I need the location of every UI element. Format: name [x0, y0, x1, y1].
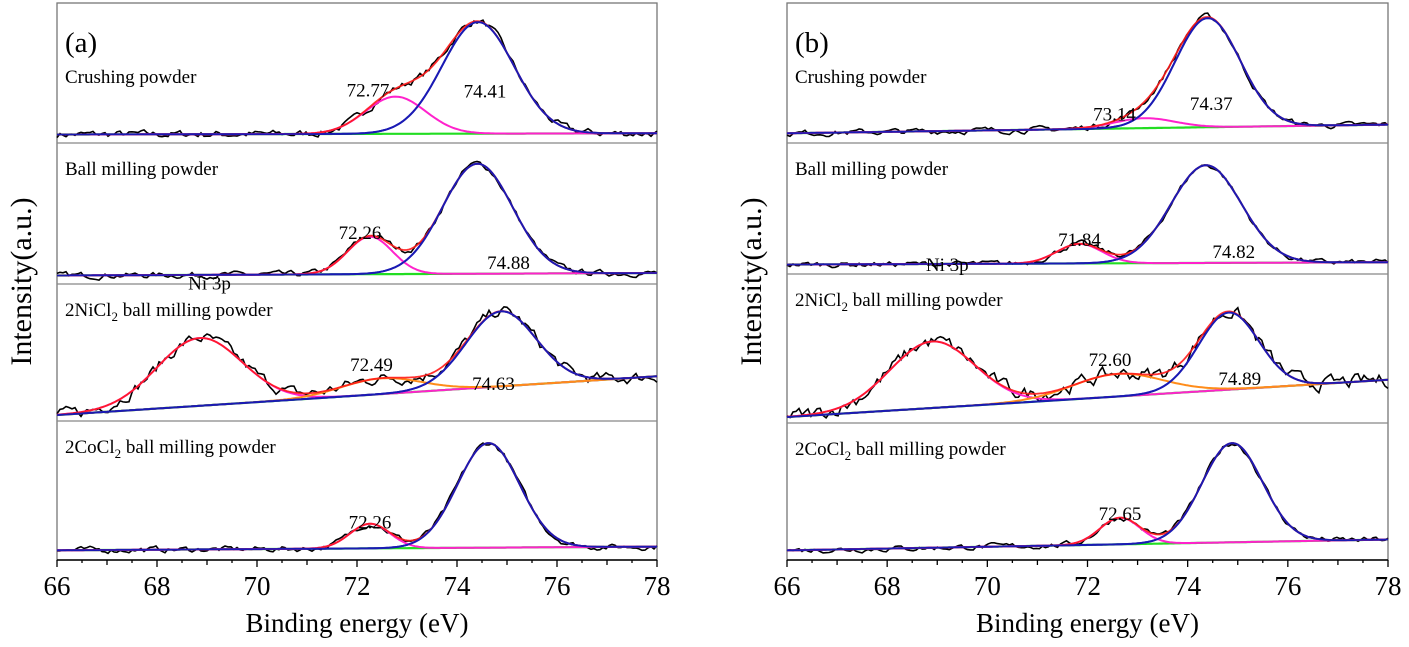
panel-label: (a) — [65, 27, 97, 59]
fit-component-main-top — [57, 162, 657, 277]
x-tick-label: 74 — [1174, 571, 1202, 601]
sample-name: 2CoCl2 ball milling powder — [795, 439, 1006, 463]
sample-name-rest: ball milling powder — [851, 439, 1006, 460]
sample-name-text: Ball milling powder — [795, 159, 949, 180]
sample-name: Crushing powder — [795, 67, 927, 88]
sample-name-text: Crushing powder — [795, 67, 927, 88]
sample-name: Crushing powder — [65, 67, 197, 88]
x-tick-label: 72 — [344, 571, 371, 601]
sample-name-subscript: 2 — [111, 309, 118, 324]
sample-name-text: 2CoCl — [795, 439, 845, 460]
fit-component-main-top — [56, 310, 658, 416]
peak-label: 72.49 — [350, 355, 393, 376]
experimental-spectrum — [786, 164, 1389, 269]
peak-label: Ni 3p — [926, 255, 969, 276]
x-tick-label: 72 — [1074, 571, 1101, 601]
peak-label: 72.60 — [1089, 350, 1132, 371]
fit-envelope — [57, 162, 657, 277]
sample-name: Ball milling powder — [65, 159, 219, 180]
peak-label: 72.26 — [339, 223, 382, 244]
x-tick-label: 74 — [444, 571, 472, 601]
sample-name-rest: ball milling powder — [121, 437, 276, 458]
x-axis-title: Binding energy (eV) — [246, 608, 469, 638]
sample-name-subscript: 2 — [841, 299, 848, 314]
x-tick-label: 76 — [544, 571, 571, 601]
x-axis-title: Binding energy (eV) — [976, 608, 1199, 638]
subplot-3: 2NiCl2 ball milling powder Ni 3p 72.60 74.8… — [786, 242, 1389, 419]
sample-name-text: 2NiCl — [65, 300, 111, 321]
sample-name-subscript: 2 — [115, 446, 122, 461]
experimental-spectrum — [57, 442, 658, 555]
x-tick-label: 68 — [874, 571, 901, 601]
x-tick-label: 68 — [144, 571, 171, 601]
sample-name-text: Crushing powder — [65, 67, 197, 88]
peak-label: 73.14 — [1093, 105, 1136, 126]
peak-label: 74.37 — [1190, 94, 1233, 115]
peak-label: 74.63 — [472, 374, 515, 395]
peak-label: Ni 3p — [188, 274, 231, 295]
x-tick-label: 78 — [1375, 571, 1402, 601]
sample-name: Ball milling powder — [795, 159, 949, 180]
fit-component-main — [57, 162, 657, 277]
sample-name-text: 2NiCl — [795, 290, 841, 311]
experimental-spectrum — [786, 306, 1389, 419]
subplot-4: 2CoCl2 ball milling powder 74.63 72.26 — [57, 374, 658, 555]
peak-label: 72.26 — [349, 513, 392, 534]
fit-component-main-top — [787, 17, 1388, 135]
panel-label: (b) — [795, 27, 829, 59]
subplot-2: Ball milling powder 74.37 71.84 — [786, 94, 1389, 269]
peak-label: 74.89 — [1218, 369, 1261, 390]
sample-name-rest: ball milling powder — [848, 290, 1003, 311]
x-tick-label: 78 — [644, 571, 671, 601]
fit-envelope — [57, 442, 657, 552]
sample-name: 2CoCl2 ball milling powder — [65, 437, 276, 461]
fit-envelope — [786, 310, 1389, 418]
fit-component-main-top — [786, 164, 1389, 266]
experimental-spectrum — [786, 12, 1389, 138]
panel-b: 66 68 70 72 74 76 78 Binding energy (eV) Intensi… — [735, 2, 1402, 638]
peak-label: 74.41 — [464, 81, 507, 102]
sample-name-rest: ball milling powder — [118, 300, 273, 321]
peak-label: 74.82 — [1212, 242, 1255, 263]
fit-component-main — [57, 442, 657, 552]
y-axis-title: Intensity(a.u.) — [735, 197, 768, 365]
x-tick-label: 66 — [774, 571, 801, 601]
sample-name: 2NiCl2 ball milling powder — [795, 290, 1003, 314]
sample-name: 2NiCl2 ball milling powder — [65, 300, 273, 324]
x-tick-label: 70 — [974, 571, 1001, 601]
fit-component-main — [786, 311, 1389, 418]
subplot-4: 2CoCl2 ball milling powder 74.89 72.65 — [786, 369, 1389, 554]
subplot-3: 2NiCl2 ball milling powder Ni 3p 72.49 74.8… — [56, 253, 658, 418]
y-axis-title: Intensity(a.u.) — [5, 197, 38, 365]
peak-label: 71.84 — [1058, 230, 1101, 251]
peak-label: 74.88 — [487, 253, 530, 274]
peak-label: 72.77 — [347, 81, 390, 102]
x-tick-label: 70 — [244, 571, 271, 601]
x-tick-label: 76 — [1274, 571, 1301, 601]
fit-component-main-top — [57, 442, 657, 552]
fit-component-main-top — [786, 311, 1389, 418]
panel-a: 66 68 70 72 74 76 78 Binding energy (eV) Intensi… — [5, 2, 671, 638]
sample-name-subscript: 2 — [845, 448, 852, 463]
peak-label: 72.65 — [1099, 504, 1142, 525]
fit-component-main-top — [57, 21, 657, 136]
sample-name-text: 2CoCl — [65, 437, 115, 458]
fit-component-main-top — [786, 442, 1388, 552]
sample-name-text: Ball milling powder — [65, 159, 219, 180]
subplot-2: Ball milling powder 74.41 72.26 — [56, 81, 658, 281]
x-tick-label: 66 — [44, 571, 71, 601]
